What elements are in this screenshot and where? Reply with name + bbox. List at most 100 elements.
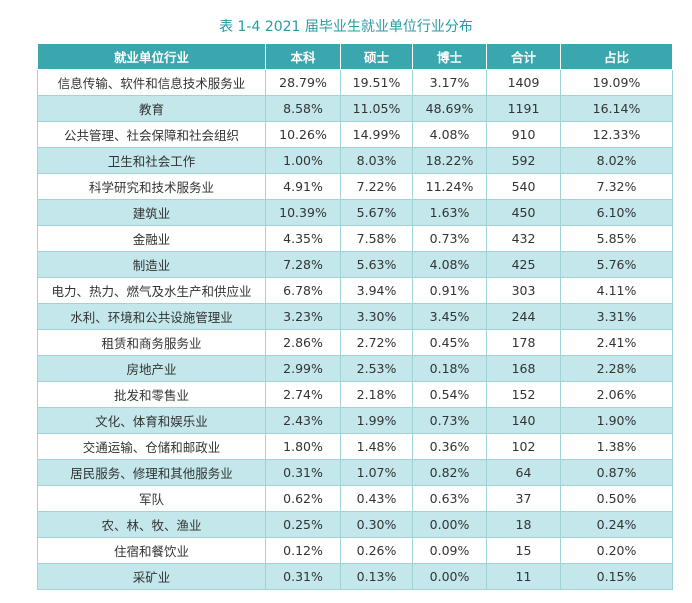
- table-cell: 3.17%: [412, 69, 487, 96]
- table-cell: 3.45%: [412, 303, 487, 330]
- table-cell: 文化、体育和娱乐业: [37, 407, 266, 434]
- table-cell: 432: [486, 225, 561, 252]
- table-cell: 0.36%: [412, 433, 487, 460]
- table-cell: 8.02%: [560, 147, 673, 174]
- table-cell: 电力、热力、燃气及水生产和供应业: [37, 277, 266, 304]
- table-cell: 7.32%: [560, 173, 673, 200]
- table-cell: 居民服务、修理和其他服务业: [37, 459, 266, 486]
- table-row: 建筑业 10.39% 5.67% 1.63% 450 6.10%: [37, 199, 673, 226]
- table-cell: 1.00%: [265, 147, 341, 174]
- table-cell: 0.13%: [340, 563, 413, 590]
- table-cell: 11: [486, 563, 561, 590]
- table-cell: 0.45%: [412, 329, 487, 356]
- header-cell: 占比: [560, 43, 673, 70]
- table-cell: 910: [486, 121, 561, 148]
- table-cell: 303: [486, 277, 561, 304]
- header-cell: 博士: [412, 43, 487, 70]
- table-row: 电力、热力、燃气及水生产和供应业 6.78% 3.94% 0.91% 303 4.11%: [37, 277, 673, 304]
- table-cell: 3.31%: [560, 303, 673, 330]
- header-cell: 就业单位行业: [37, 43, 266, 70]
- data-table: 就业单位行业 本科 硕士 博士 合计 占比 信息传输、软件和信息技术服务业 28.79% 19…: [37, 43, 673, 590]
- table-cell: 1.38%: [560, 433, 673, 460]
- table-cell: 农、林、牧、渔业: [37, 511, 266, 538]
- table-cell: 房地产业: [37, 355, 266, 382]
- table-cell: 0.43%: [340, 485, 413, 512]
- header-row: 就业单位行业 本科 硕士 博士 合计 占比: [37, 43, 673, 70]
- table-cell: 0.91%: [412, 277, 487, 304]
- table-cell: 0.00%: [412, 511, 487, 538]
- table-cell: 152: [486, 381, 561, 408]
- table-cell: 建筑业: [37, 199, 266, 226]
- table-cell: 5.67%: [340, 199, 413, 226]
- table-cell: 3.94%: [340, 277, 413, 304]
- table-cell: 0.18%: [412, 355, 487, 382]
- table-title: 表 1-4 2021 届毕业生就业单位行业分布: [219, 19, 473, 35]
- table-row: 批发和零售业 2.74% 2.18% 0.54% 152 2.06%: [37, 381, 673, 408]
- table-cell: 2.18%: [340, 381, 413, 408]
- table-cell: 2.43%: [265, 407, 341, 434]
- table-cell: 卫生和社会工作: [37, 147, 266, 174]
- table-cell: 教育: [37, 95, 266, 122]
- table-cell: 信息传输、软件和信息技术服务业: [37, 69, 266, 96]
- table-cell: 0.25%: [265, 511, 341, 538]
- table-row: 房地产业 2.99% 2.53% 0.18% 168 2.28%: [37, 355, 673, 382]
- table-cell: 4.08%: [412, 121, 487, 148]
- table-cell: 102: [486, 433, 561, 460]
- table-cell: 178: [486, 329, 561, 356]
- table-cell: 4.35%: [265, 225, 341, 252]
- table-cell: 1.63%: [412, 199, 487, 226]
- table-cell: 0.54%: [412, 381, 487, 408]
- table-cell: 0.26%: [340, 537, 413, 564]
- table-cell: 4.11%: [560, 277, 673, 304]
- table-cell: 1191: [486, 95, 561, 122]
- table-cell: 0.31%: [265, 459, 341, 486]
- table-cell: 7.28%: [265, 251, 341, 278]
- table-cell: 18.22%: [412, 147, 487, 174]
- table-cell: 8.03%: [340, 147, 413, 174]
- table-row: 科学研究和技术服务业 4.91% 7.22% 11.24% 540 7.32%: [37, 173, 673, 200]
- table-cell: 425: [486, 251, 561, 278]
- table-cell: 2.28%: [560, 355, 673, 382]
- table-cell: 12.33%: [560, 121, 673, 148]
- table-cell: 0.12%: [265, 537, 341, 564]
- table-cell: 0.09%: [412, 537, 487, 564]
- table-row: 住宿和餐饮业 0.12% 0.26% 0.09% 15 0.20%: [37, 537, 673, 564]
- table-cell: 1.99%: [340, 407, 413, 434]
- table-row: 教育 8.58% 11.05% 48.69% 1191 16.14%: [37, 95, 673, 122]
- table-cell: 交通运输、仓储和邮政业: [37, 433, 266, 460]
- table-row: 卫生和社会工作 1.00% 8.03% 18.22% 592 8.02%: [37, 147, 673, 174]
- table-cell: 6.78%: [265, 277, 341, 304]
- table-cell: 0.50%: [560, 485, 673, 512]
- table-cell: 0.62%: [265, 485, 341, 512]
- table-row: 文化、体育和娱乐业 2.43% 1.99% 0.73% 140 1.90%: [37, 407, 673, 434]
- table-cell: 0.73%: [412, 407, 487, 434]
- table-cell: 5.76%: [560, 251, 673, 278]
- table-row: 租赁和商务服务业 2.86% 2.72% 0.45% 178 2.41%: [37, 329, 673, 356]
- table-cell: 0.31%: [265, 563, 341, 590]
- table-row: 金融业 4.35% 7.58% 0.73% 432 5.85%: [37, 225, 673, 252]
- table-cell: 1409: [486, 69, 561, 96]
- table-cell: 5.63%: [340, 251, 413, 278]
- table-cell: 0.82%: [412, 459, 487, 486]
- table-cell: 水利、环境和公共设施管理业: [37, 303, 266, 330]
- table-cell: 2.41%: [560, 329, 673, 356]
- table-cell: 2.74%: [265, 381, 341, 408]
- table-cell: 7.22%: [340, 173, 413, 200]
- table-cell: 592: [486, 147, 561, 174]
- table-row: 公共管理、社会保障和社会组织 10.26% 14.99% 4.08% 910 12.33%: [37, 121, 673, 148]
- table-cell: 19.51%: [340, 69, 413, 96]
- table-cell: 1.80%: [265, 433, 341, 460]
- table-cell: 11.24%: [412, 173, 487, 200]
- header-cell: 合计: [486, 43, 561, 70]
- table-row: 军队 0.62% 0.43% 0.63% 37 0.50%: [37, 485, 673, 512]
- table-row: 制造业 7.28% 5.63% 4.08% 425 5.76%: [37, 251, 673, 278]
- table-cell: 37: [486, 485, 561, 512]
- table-row: 信息传输、软件和信息技术服务业 28.79% 19.51% 3.17% 1409 19.0…: [37, 69, 673, 96]
- table-cell: 2.06%: [560, 381, 673, 408]
- table-cell: 制造业: [37, 251, 266, 278]
- table-cell: 7.58%: [340, 225, 413, 252]
- table-cell: 3.30%: [340, 303, 413, 330]
- table-cell: 科学研究和技术服务业: [37, 173, 266, 200]
- table-body: 信息传输、软件和信息技术服务业 28.79% 19.51% 3.17% 1409 19.0…: [37, 69, 673, 590]
